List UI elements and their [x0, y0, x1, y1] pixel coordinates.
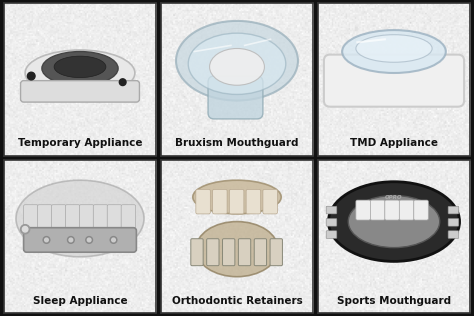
- FancyBboxPatch shape: [213, 189, 227, 214]
- FancyBboxPatch shape: [208, 76, 263, 119]
- FancyBboxPatch shape: [356, 200, 370, 220]
- FancyBboxPatch shape: [448, 206, 459, 214]
- FancyBboxPatch shape: [37, 205, 52, 229]
- FancyBboxPatch shape: [229, 189, 244, 214]
- FancyBboxPatch shape: [324, 55, 464, 107]
- Ellipse shape: [328, 182, 459, 261]
- FancyBboxPatch shape: [93, 205, 108, 229]
- FancyBboxPatch shape: [107, 205, 122, 229]
- Ellipse shape: [188, 33, 286, 94]
- Circle shape: [110, 237, 117, 243]
- FancyBboxPatch shape: [65, 205, 80, 229]
- FancyBboxPatch shape: [448, 218, 459, 226]
- Ellipse shape: [54, 56, 106, 78]
- FancyBboxPatch shape: [196, 189, 210, 214]
- FancyBboxPatch shape: [191, 239, 203, 266]
- Circle shape: [69, 238, 73, 242]
- FancyBboxPatch shape: [399, 200, 414, 220]
- Ellipse shape: [16, 180, 144, 257]
- Text: Sports Mouthguard: Sports Mouthguard: [337, 296, 451, 306]
- FancyBboxPatch shape: [20, 81, 139, 102]
- FancyBboxPatch shape: [448, 231, 459, 238]
- Ellipse shape: [348, 196, 440, 248]
- FancyBboxPatch shape: [326, 206, 337, 214]
- Ellipse shape: [196, 222, 278, 277]
- FancyBboxPatch shape: [246, 189, 261, 214]
- Text: TMD Appliance: TMD Appliance: [350, 138, 438, 149]
- Circle shape: [87, 238, 91, 242]
- Circle shape: [119, 79, 126, 86]
- Ellipse shape: [176, 21, 298, 100]
- FancyBboxPatch shape: [52, 205, 66, 229]
- FancyBboxPatch shape: [385, 200, 399, 220]
- Ellipse shape: [356, 35, 432, 62]
- Circle shape: [43, 237, 50, 243]
- FancyBboxPatch shape: [207, 239, 219, 266]
- FancyBboxPatch shape: [24, 205, 38, 229]
- FancyBboxPatch shape: [414, 200, 428, 220]
- Ellipse shape: [193, 180, 281, 214]
- Circle shape: [45, 238, 48, 242]
- FancyBboxPatch shape: [79, 205, 94, 229]
- FancyBboxPatch shape: [238, 239, 251, 266]
- Circle shape: [67, 237, 74, 243]
- FancyBboxPatch shape: [222, 239, 235, 266]
- Circle shape: [22, 227, 28, 232]
- FancyBboxPatch shape: [263, 189, 277, 214]
- FancyBboxPatch shape: [24, 228, 137, 252]
- Text: Orthodontic Retainers: Orthodontic Retainers: [172, 296, 302, 306]
- Circle shape: [112, 238, 115, 242]
- Ellipse shape: [342, 30, 446, 73]
- Circle shape: [27, 72, 35, 80]
- Text: Temporary Appliance: Temporary Appliance: [18, 138, 142, 149]
- FancyBboxPatch shape: [270, 239, 283, 266]
- Text: OPRO: OPRO: [385, 195, 403, 200]
- FancyBboxPatch shape: [254, 239, 266, 266]
- Circle shape: [86, 237, 92, 243]
- FancyBboxPatch shape: [326, 231, 337, 238]
- FancyBboxPatch shape: [121, 205, 136, 229]
- Text: Bruxism Mouthguard: Bruxism Mouthguard: [175, 138, 299, 149]
- Ellipse shape: [25, 50, 135, 96]
- FancyBboxPatch shape: [326, 218, 337, 226]
- FancyBboxPatch shape: [370, 200, 385, 220]
- Ellipse shape: [42, 52, 118, 85]
- Ellipse shape: [210, 48, 264, 85]
- Circle shape: [20, 225, 30, 234]
- Text: Sleep Appliance: Sleep Appliance: [33, 296, 128, 306]
